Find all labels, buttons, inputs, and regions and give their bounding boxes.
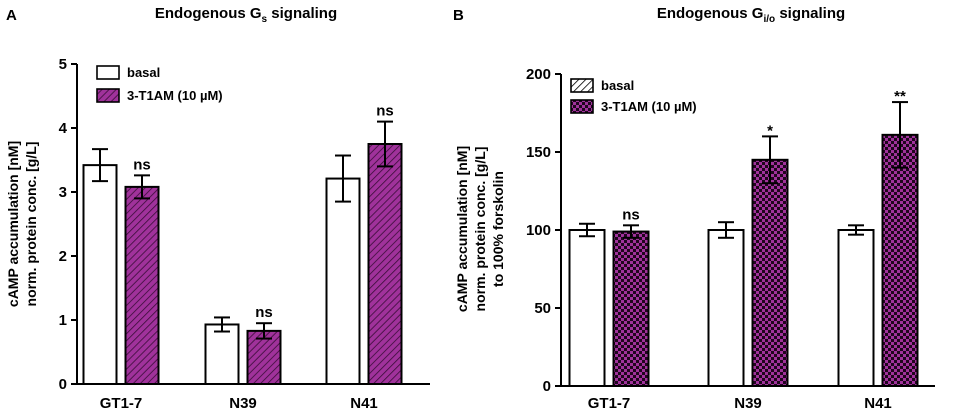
panel-b-bar-t1am-2 bbox=[881, 133, 919, 387]
legend-basal-swatch-b bbox=[570, 78, 594, 93]
panel-a-significance-2: ns bbox=[376, 103, 394, 120]
panel-a-category-1: N39 bbox=[229, 395, 257, 412]
legend-t1am-swatch-b bbox=[570, 99, 594, 114]
panel-b-bar-t1am-0 bbox=[612, 230, 650, 387]
panel-a-bar-basal-0 bbox=[82, 164, 118, 385]
panel-a-bar-basal-1 bbox=[204, 323, 240, 386]
panel-b-ytick-label: 200 bbox=[526, 66, 551, 83]
panel-b-category-1: N39 bbox=[734, 395, 762, 412]
panel-b-ylabel-3: to 100% forskolin bbox=[490, 171, 506, 287]
panel-a: A Endogenous Gs signaling cAMP accumulat… bbox=[5, 5, 430, 412]
panel-b-ylabel-1: cAMP accumulation [nM] bbox=[454, 146, 470, 312]
panel-b-ytick-label: 100 bbox=[526, 222, 551, 239]
legend-basal-swatch bbox=[96, 65, 120, 80]
legend-basal-label-b: basal bbox=[601, 78, 634, 93]
panel-b-bar-basal-0 bbox=[568, 229, 606, 387]
panel-a-significance-1: ns bbox=[255, 304, 273, 321]
panel-b-ytick-label: 150 bbox=[526, 144, 551, 161]
panel-b-significance-0: ns bbox=[622, 206, 640, 223]
panel-a-letter: A bbox=[6, 7, 17, 24]
legend-t1am-label-b: 3-T1AM (10 µM) bbox=[601, 99, 697, 114]
panel-a-ytick-label: 1 bbox=[59, 312, 67, 329]
legend-t1am-swatch bbox=[96, 88, 120, 103]
panel-a-title: Endogenous Gs signaling bbox=[155, 5, 337, 25]
panel-b-letter: B bbox=[453, 7, 464, 24]
panel-a-legend: basal 3-T1AM (10 µM) bbox=[96, 65, 223, 103]
panel-a-significance-0: ns bbox=[133, 156, 151, 173]
panel-b-ytick-label: 50 bbox=[534, 300, 551, 317]
panel-a-ylabel-1: cAMP accumulation [nM] bbox=[5, 141, 21, 307]
panel-b-ytick-label: 0 bbox=[543, 378, 551, 395]
panel-a-category-2: N41 bbox=[350, 395, 378, 412]
panel-b-bar-basal-1 bbox=[707, 229, 745, 387]
panel-b-significance-2: ** bbox=[894, 88, 906, 105]
panel-a-ytick-label: 4 bbox=[59, 120, 68, 137]
panel-a-ytick-label: 0 bbox=[59, 376, 67, 393]
panel-a-ylabel-2: norm. protein conc. [g/L] bbox=[23, 142, 39, 307]
panel-b-category-2: N41 bbox=[864, 395, 892, 412]
panel-b-category-0: GT1-7 bbox=[588, 395, 631, 412]
panel-a-bar-t1am-0 bbox=[124, 185, 160, 385]
panel-a-bar-t1am-2 bbox=[367, 143, 403, 385]
panel-a-bar-basal-2 bbox=[325, 177, 361, 385]
panel-b-significance-1: * bbox=[767, 122, 773, 139]
panel-b-ylabel-2: norm. protein conc. [g/L] bbox=[472, 147, 488, 312]
panel-a-ytick-label: 2 bbox=[59, 248, 67, 265]
panel-a-ytick-label: 3 bbox=[59, 184, 67, 201]
panel-b-title: Endogenous Gi/o signaling bbox=[657, 5, 845, 25]
legend-t1am-label: 3-T1AM (10 µM) bbox=[127, 88, 223, 103]
panel-b: B Endogenous Gi/o signaling cAMP accumul… bbox=[453, 5, 935, 412]
panel-b-legend: basal 3-T1AM (10 µM) bbox=[570, 78, 697, 114]
panel-a-category-0: GT1-7 bbox=[100, 395, 143, 412]
panel-b-bar-t1am-1 bbox=[751, 158, 789, 387]
legend-basal-label: basal bbox=[127, 65, 160, 80]
panel-b-bar-basal-2 bbox=[837, 229, 875, 387]
panel-a-ytick-label: 5 bbox=[59, 56, 67, 73]
